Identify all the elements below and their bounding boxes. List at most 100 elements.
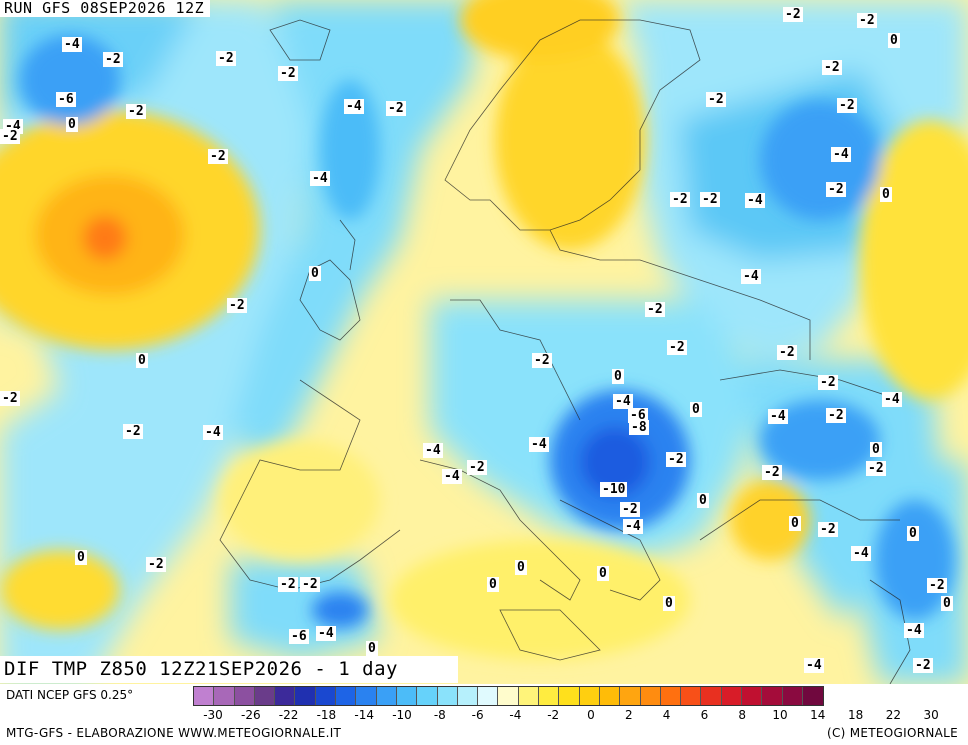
run-title: RUN GFS 08SEP2026 12Z (0, 0, 211, 17)
contour-label: -2 (927, 578, 947, 593)
contour-label: -2 (670, 192, 690, 207)
color-scale-tick-label: 22 (885, 708, 902, 722)
contour-label: -4 (831, 147, 851, 162)
color-scale-tick-label: -8 (433, 708, 446, 722)
color-swatch (620, 687, 641, 705)
color-swatch (660, 687, 682, 705)
contour-label: -2 (620, 502, 640, 517)
contour-label: -4 (804, 658, 824, 673)
contour-label: -2 (467, 460, 487, 475)
color-swatch (417, 687, 438, 705)
color-scale-tick-label: 4 (662, 708, 671, 722)
color-scale-tick-label: -22 (278, 708, 299, 722)
contour-label: 0 (880, 187, 892, 202)
color-swatch (762, 687, 783, 705)
temperature-anomaly-map: -4 -2 -2 -2 -2 -2 -6 -2 0 -4 -2 -4 -2 0 -2 -2 -4 -2 -4 -2 -2… (0, 0, 968, 684)
contour-label: -4 (442, 469, 462, 484)
contour-label: 0 (75, 550, 87, 565)
contour-label: 0 (907, 526, 919, 541)
contour-label: -6 (289, 629, 309, 644)
contour-label: -2 (700, 192, 720, 207)
contour-label: -2 (913, 658, 933, 673)
contour-label: -6 (628, 408, 648, 423)
color-scale-tick-label: -10 (392, 708, 412, 722)
color-scale (193, 686, 825, 706)
contour-label: 0 (66, 117, 78, 132)
copyright-text: (C) METEOGIORNALE (826, 726, 958, 740)
contour-label: -2 (706, 92, 726, 107)
contour-label: -4 (613, 394, 633, 409)
color-swatch (559, 687, 580, 705)
legend-area: DATI NCEP GFS 0.25° -30 -26 -22 -18 -14 -10 -8… (0, 684, 968, 745)
color-swatch (437, 687, 458, 705)
contour-label: -2 (216, 51, 236, 66)
color-scale-tick-label: 8 (738, 708, 747, 722)
color-swatch (457, 687, 479, 705)
contour-label: 0 (309, 266, 321, 281)
color-swatch (721, 687, 743, 705)
color-scale-tick-label: 14 (810, 708, 826, 722)
color-swatch (214, 687, 235, 705)
color-swatch (802, 687, 824, 705)
map-field (0, 0, 968, 684)
contour-label: 0 (690, 402, 702, 417)
contour-label: 0 (136, 353, 148, 368)
color-swatch (681, 687, 702, 705)
contour-label: -4 (851, 546, 871, 561)
color-swatch (599, 687, 621, 705)
color-scale-tick-label: -26 (240, 708, 261, 722)
contour-label: 0 (487, 577, 499, 592)
color-swatch (315, 687, 337, 705)
color-swatch (579, 687, 600, 705)
color-swatch (356, 687, 377, 705)
color-scale-tick-label: -4 (509, 708, 522, 722)
contour-label: 0 (515, 560, 527, 575)
color-swatch (701, 687, 722, 705)
contour-label: -2 (777, 345, 797, 360)
contour-label: -2 (666, 452, 686, 467)
map-title: DIF TMP Z850 12Z21SEP2026 - 1 day (0, 656, 458, 683)
contour-label: -4 (882, 392, 902, 407)
contour-label: -2 (386, 101, 406, 116)
contour-label: -2 (532, 353, 552, 368)
contour-label: -4 (62, 37, 82, 52)
contour-label: -4 (741, 269, 761, 284)
color-scale-tick-label: 30 (923, 708, 939, 722)
color-scale-tick-label: -18 (316, 708, 337, 722)
contour-label: -4 (904, 623, 924, 638)
color-swatch (782, 687, 803, 705)
contour-label: -2 (0, 129, 20, 144)
contour-label: -2 (126, 104, 146, 119)
contour-label: -2 (123, 424, 143, 439)
contour-label: 0 (888, 33, 900, 48)
contour-label: 0 (597, 566, 609, 581)
contour-label: -2 (818, 375, 838, 390)
color-swatch (518, 687, 540, 705)
contour-label: -2 (300, 577, 320, 592)
contour-label: -2 (278, 577, 298, 592)
contour-label: -4 (203, 425, 223, 440)
color-swatch (336, 687, 357, 705)
data-source-label: DATI NCEP GFS 0.25° (6, 688, 134, 702)
color-swatch (478, 687, 499, 705)
contour-label: -2 (857, 13, 877, 28)
contour-label: -2 (667, 340, 687, 355)
contour-label: -2 (103, 52, 123, 67)
color-swatch (742, 687, 763, 705)
contour-label: -2 (278, 66, 298, 81)
contour-label: -2 (0, 391, 20, 406)
color-swatch (376, 687, 397, 705)
contour-label: 0 (697, 493, 709, 508)
contour-label: -4 (316, 626, 336, 641)
contour-label: -2 (208, 149, 228, 164)
color-scale-tick-label: 6 (700, 708, 709, 722)
contour-label: -4 (529, 437, 549, 452)
contour-label: 0 (941, 596, 953, 611)
contour-label: 0 (870, 442, 882, 457)
contour-label: -8 (629, 420, 649, 435)
color-swatch (194, 687, 215, 705)
color-swatch (275, 687, 296, 705)
contour-label: -4 (423, 443, 443, 458)
credit-text: MTG-GFS - ELABORAZIONE WWW.METEOGIORNALE… (6, 726, 342, 740)
contour-label: -4 (745, 193, 765, 208)
